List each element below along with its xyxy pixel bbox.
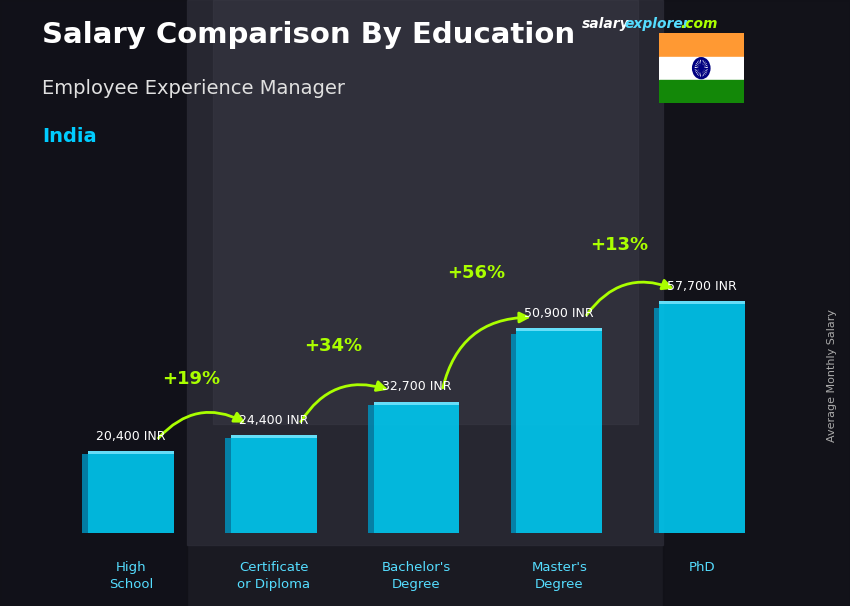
Bar (659, 80, 744, 103)
Bar (187, 0, 663, 545)
Text: +56%: +56% (447, 264, 506, 282)
Text: 24,400 INR: 24,400 INR (239, 414, 309, 427)
Text: explorer: explorer (625, 17, 690, 31)
Bar (660, 301, 745, 304)
Polygon shape (82, 451, 173, 453)
Text: High
School: High School (109, 561, 153, 591)
Bar (225, 438, 231, 533)
Text: Master's
Degree: Master's Degree (531, 561, 587, 591)
Bar (659, 33, 744, 56)
Text: Salary Comparison By Education: Salary Comparison By Education (42, 21, 575, 49)
Bar (374, 402, 459, 405)
Bar (82, 453, 88, 533)
Text: +34%: +34% (304, 337, 363, 355)
Text: .com: .com (680, 17, 717, 31)
Bar (231, 435, 316, 533)
Bar (654, 308, 660, 533)
Bar (231, 435, 316, 438)
Text: India: India (42, 127, 97, 146)
Polygon shape (225, 435, 316, 438)
Bar (0, 0, 187, 606)
Bar (660, 301, 745, 533)
Text: 50,900 INR: 50,900 INR (524, 307, 594, 320)
Bar (517, 328, 602, 331)
Bar (374, 402, 459, 533)
Text: Employee Experience Manager: Employee Experience Manager (42, 79, 345, 98)
Text: salary: salary (582, 17, 630, 31)
Text: 32,700 INR: 32,700 INR (382, 381, 451, 393)
Bar (511, 335, 517, 533)
Text: +19%: +19% (162, 370, 220, 388)
Text: PhD: PhD (688, 561, 716, 574)
Bar (368, 405, 374, 533)
Text: +13%: +13% (590, 236, 649, 254)
Bar (212, 0, 638, 424)
Bar (88, 451, 173, 454)
Circle shape (700, 66, 703, 70)
Bar (88, 451, 173, 533)
Text: Certificate
or Diploma: Certificate or Diploma (237, 561, 310, 591)
Text: Average Monthly Salary: Average Monthly Salary (827, 309, 837, 442)
Text: 20,400 INR: 20,400 INR (96, 430, 166, 443)
Polygon shape (368, 402, 459, 405)
Polygon shape (511, 328, 602, 335)
Bar (663, 0, 850, 606)
Text: Bachelor's
Degree: Bachelor's Degree (382, 561, 451, 591)
Text: 57,700 INR: 57,700 INR (667, 279, 737, 293)
Polygon shape (654, 301, 745, 308)
Bar (517, 328, 602, 533)
Bar (659, 56, 744, 80)
